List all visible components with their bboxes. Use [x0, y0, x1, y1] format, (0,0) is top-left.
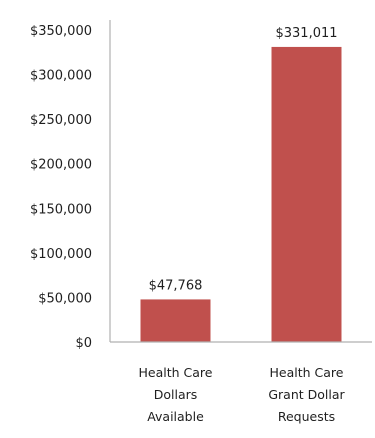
- y-tick-label: $100,000: [30, 247, 92, 262]
- y-tick-label: $300,000: [30, 69, 92, 84]
- x-tick-label: Health Care: [139, 365, 213, 380]
- x-tick-label: Available: [147, 409, 204, 424]
- y-tick-label: $200,000: [30, 158, 92, 173]
- bar: [271, 46, 342, 342]
- x-tick-label: Dollars: [154, 387, 198, 402]
- x-tick-label: Health Care: [270, 365, 344, 380]
- y-tick-label: $350,000: [30, 24, 92, 39]
- y-tick-label: $0: [75, 336, 92, 351]
- y-tick-label: $50,000: [38, 291, 92, 306]
- bar: [140, 299, 211, 342]
- data-label: $331,011: [275, 26, 337, 41]
- y-tick-label: $250,000: [30, 113, 92, 128]
- data-label: $47,768: [149, 278, 203, 293]
- y-axis-tick-labels: $0 $50,000 $100,000 $150,000 $200,000 $250,00…: [30, 24, 92, 351]
- x-tick-label: Grant Dollar: [268, 387, 345, 402]
- bars: [140, 46, 342, 342]
- x-tick-label: Requests: [278, 409, 335, 424]
- data-labels: $47,768 $331,011: [149, 26, 338, 293]
- y-tick-label: $150,000: [30, 202, 92, 217]
- x-axis-tick-labels: Health Care Dollars Available Health Care Gr…: [139, 365, 346, 424]
